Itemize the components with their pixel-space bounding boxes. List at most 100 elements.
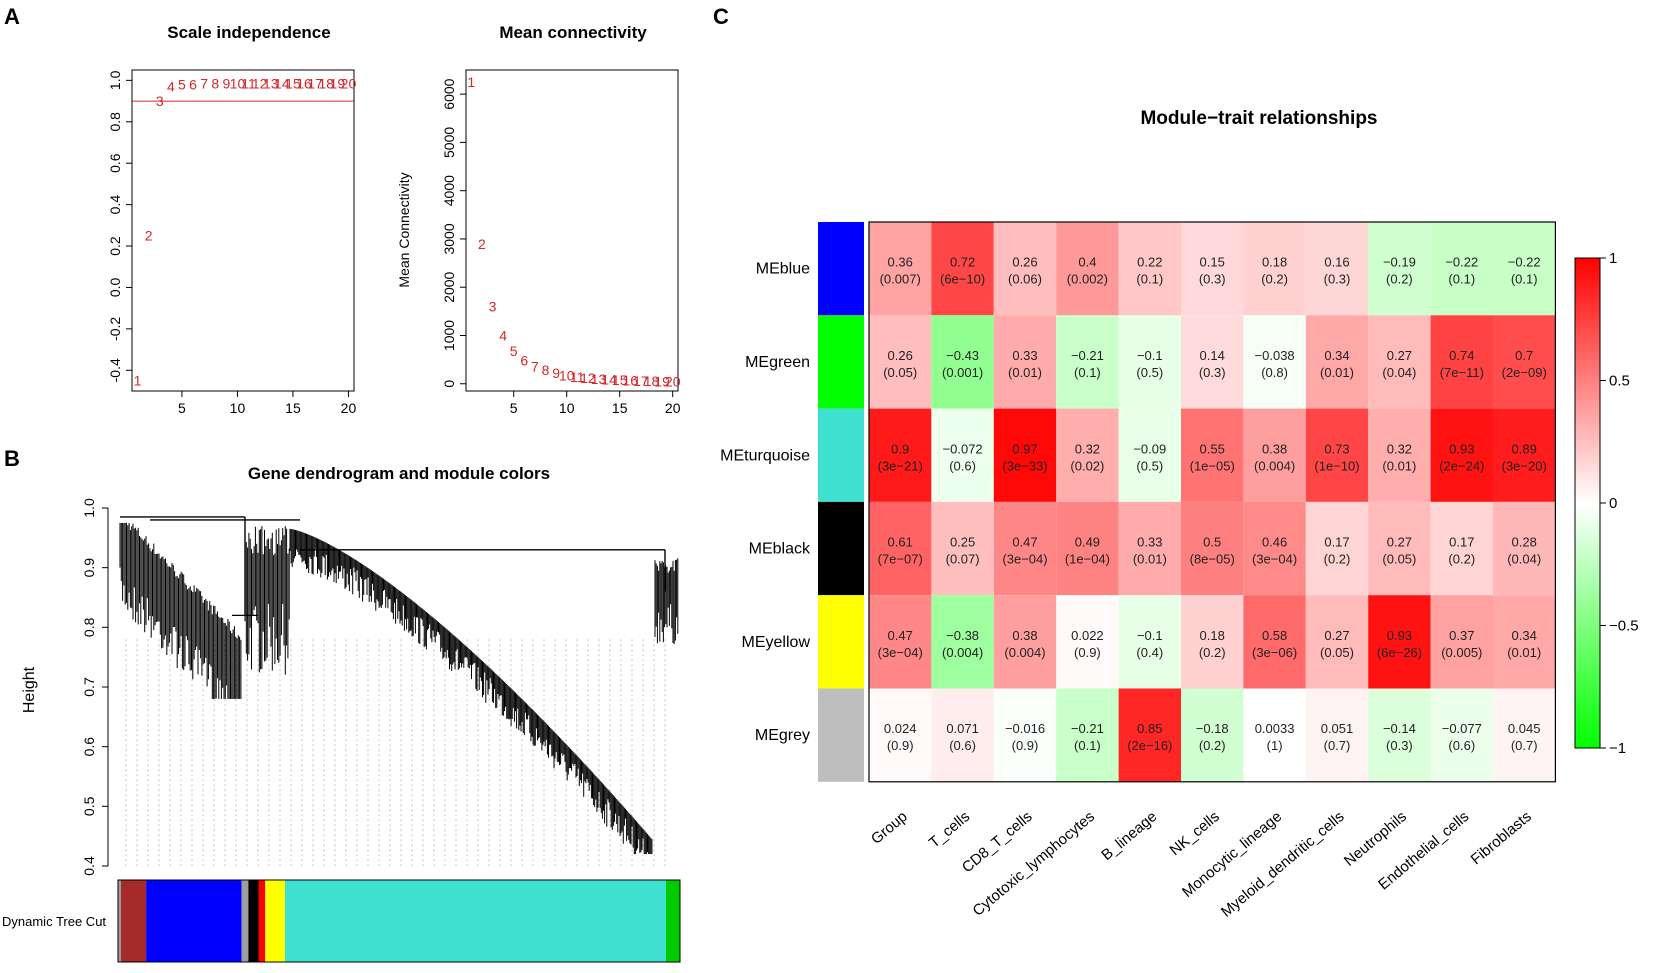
heatmap-cell — [993, 688, 1057, 782]
heatmap-cell — [1243, 595, 1306, 689]
module-swatch — [818, 408, 864, 502]
cell-value: 0.27 — [1324, 628, 1349, 643]
cell-pvalue: (0.4) — [1136, 645, 1163, 660]
cell-value: −0.1 — [1137, 348, 1163, 363]
heatmap-cell — [1368, 595, 1431, 689]
data-point: 6 — [520, 353, 528, 369]
panel-label-c: C — [713, 4, 729, 29]
module-swatch — [818, 501, 864, 596]
heatmap-cell — [1368, 222, 1431, 316]
cell-value: 0.18 — [1262, 255, 1287, 270]
mean-connectivity-title: Mean connectivity — [499, 23, 647, 42]
data-point: 19 — [330, 75, 346, 91]
data-point: 12 — [252, 75, 268, 91]
heatmap-cell — [1118, 688, 1181, 782]
x-tick-label: 15 — [612, 400, 628, 416]
heatmap-cell — [1181, 408, 1244, 502]
data-point: 14 — [274, 75, 290, 91]
row-label: MEgrey — [755, 727, 810, 744]
heatmap-cell — [1181, 222, 1244, 316]
heatmap-cell — [1430, 595, 1493, 689]
heatmap-cell — [1493, 595, 1556, 689]
heatmap-cell — [1056, 408, 1119, 502]
cell-value: 0.32 — [1075, 441, 1100, 456]
cell-pvalue: (0.2) — [1199, 645, 1226, 660]
data-point: 1 — [467, 74, 475, 90]
heatmap-cell — [1056, 222, 1119, 316]
cell-pvalue: (0.004) — [1004, 645, 1045, 660]
heatmap-cell — [1305, 501, 1369, 596]
cell-value: 0.46 — [1262, 535, 1287, 550]
data-point: 3 — [156, 93, 164, 109]
data-point: 17 — [307, 75, 323, 91]
heatmap-cell — [993, 501, 1057, 596]
heatmap-cell — [1181, 595, 1244, 689]
cell-pvalue: (0.3) — [1199, 272, 1226, 287]
heatmap-cell — [993, 315, 1057, 409]
heatmap-cell — [1368, 501, 1431, 596]
cell-pvalue: (3e−33) — [1002, 458, 1047, 473]
dendrogram-plot: 0.4 0.5 0.6 0.7 0.8 0.9 1.0 — [81, 498, 681, 963]
cell-pvalue: (6e−10) — [940, 272, 985, 287]
data-point: 15 — [285, 75, 301, 91]
panel-label-a: A — [4, 4, 20, 29]
data-point: 8 — [542, 362, 550, 378]
heatmap-cell — [869, 501, 932, 596]
cell-value: 0.18 — [1200, 628, 1225, 643]
heatmap-cell — [931, 222, 994, 316]
cell-value: −0.016 — [1005, 721, 1045, 736]
module-trait-title: Module−trait relationships — [1140, 108, 1377, 129]
cell-value: 0.14 — [1200, 348, 1225, 363]
heatmap-cell — [1430, 222, 1493, 316]
heatmap-cell — [1118, 408, 1181, 502]
column-label: Group — [868, 808, 911, 848]
column-label: NK_cells — [1167, 808, 1223, 859]
heatmap-cell — [931, 501, 994, 596]
data-point: 10 — [559, 368, 575, 384]
legend-tick-label: 1 — [1609, 250, 1617, 267]
heatmap-cell — [1368, 408, 1431, 502]
y-tick-label: 0.4 — [81, 856, 97, 876]
heatmap-cell — [1118, 222, 1181, 316]
x-tick-label: 10 — [559, 400, 575, 416]
x-tick-label: 20 — [665, 400, 681, 416]
row-label: MEturquoise — [720, 447, 810, 464]
cell-value: 0.55 — [1200, 441, 1225, 456]
legend-tick-label: −1 — [1609, 740, 1626, 757]
data-point: 12 — [580, 370, 596, 386]
column-label: Fibroblasts — [1468, 808, 1535, 868]
heatmap-cell — [1430, 688, 1493, 782]
heatmap-cell — [1243, 408, 1306, 502]
cell-pvalue: (2e−09) — [1502, 365, 1547, 380]
color-bar-frame — [117, 879, 681, 963]
cell-pvalue: (0.2) — [1261, 272, 1288, 287]
cell-value: 0.73 — [1324, 441, 1349, 456]
heatmap-cell — [1430, 315, 1493, 409]
heatmap-cell — [1181, 315, 1244, 409]
cell-pvalue: (0.02) — [1070, 458, 1104, 473]
cell-value: 0.25 — [950, 535, 975, 550]
y-tick-label: 6000 — [441, 78, 457, 109]
legend-tick-label: 0.5 — [1609, 373, 1630, 390]
cell-value: 0.17 — [1449, 535, 1474, 550]
cell-value: 0.024 — [884, 721, 917, 736]
cell-value: 0.22 — [1137, 255, 1162, 270]
heatmap-cell — [931, 408, 994, 502]
y-tick-label: 0.2 — [107, 236, 123, 256]
cell-value: 0.85 — [1137, 721, 1162, 736]
heatmap-cell — [931, 595, 994, 689]
module-swatch — [818, 315, 864, 409]
heatmap-cell — [869, 688, 932, 782]
cell-value: 0.34 — [1512, 628, 1537, 643]
heatmap-cell — [869, 315, 932, 409]
heatmap-cell — [1305, 408, 1369, 502]
data-point: 7 — [200, 75, 208, 91]
heatmap-cell — [1056, 688, 1119, 782]
module-swatch — [818, 688, 864, 782]
cell-pvalue: (0.1) — [1074, 365, 1101, 380]
cell-value: 0.7 — [1515, 348, 1533, 363]
heatmap-cell — [1493, 315, 1556, 409]
data-point: 9 — [222, 75, 230, 91]
cell-pvalue: (0.04) — [1507, 552, 1541, 567]
